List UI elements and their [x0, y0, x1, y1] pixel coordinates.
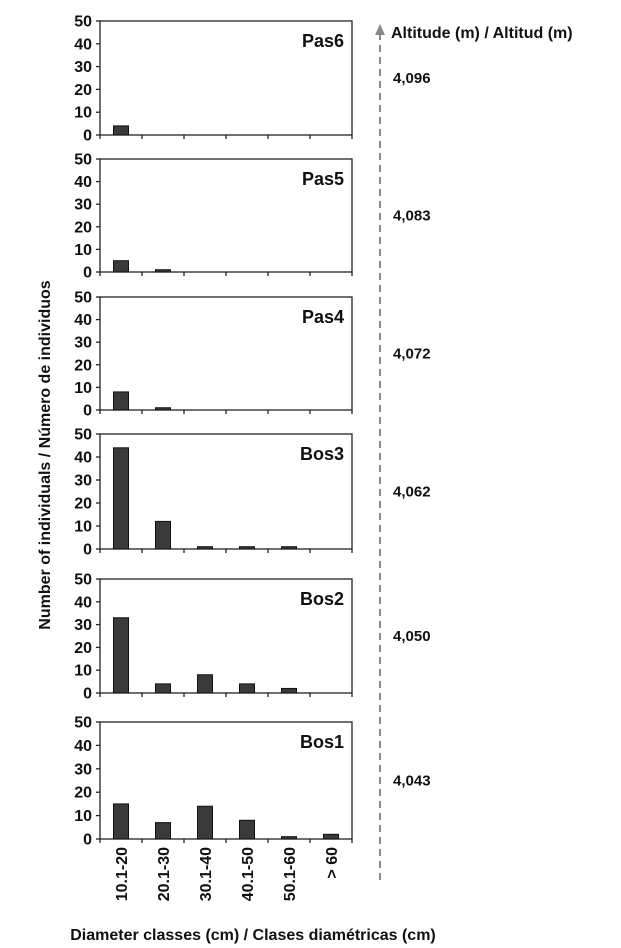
y-tick-label: 40 — [74, 312, 92, 329]
y-tick-label: 20 — [74, 219, 92, 236]
y-tick-label: 10 — [74, 380, 92, 397]
panel-title: Pas5 — [302, 169, 344, 189]
bar — [155, 407, 171, 411]
bar — [113, 447, 129, 550]
altitude-value: 4,096 — [393, 70, 431, 87]
y-tick-label: 0 — [83, 265, 92, 282]
x-tick-label: 50.1-60 — [282, 847, 299, 901]
y-tick-label: 20 — [74, 785, 92, 802]
y-tick-label: 20 — [74, 496, 92, 513]
y-tick-label: 50 — [74, 290, 92, 307]
y-tick-label: 10 — [74, 105, 92, 122]
panel-pas5: 0 10 20 30 40 50 Pas5 4,083 — [74, 152, 430, 282]
altitude-value: 4,043 — [393, 773, 431, 790]
y-tick-label: 30 — [74, 761, 92, 778]
y-tick-label: 10 — [74, 663, 92, 680]
y-tick-label: 20 — [74, 640, 92, 657]
panel-title: Bos3 — [300, 444, 344, 464]
bar — [155, 822, 171, 840]
y-tick-label: 50 — [74, 152, 92, 169]
y-tick-label: 50 — [74, 14, 92, 31]
bar — [113, 803, 129, 840]
panel-bos1: 0 10 20 30 40 50 Bos1 4,043 — [74, 715, 430, 849]
bar — [197, 805, 213, 840]
y-axis-label: Number of individuals / Número de indivi… — [37, 280, 54, 629]
y-tick-label: 10 — [74, 242, 92, 259]
panel-bos3: 0 10 20 30 40 50 Bos3 4,062 — [74, 427, 430, 559]
bar — [155, 683, 171, 694]
bar — [113, 260, 129, 273]
panel-title: Pas6 — [302, 31, 344, 51]
y-tick-label: 10 — [74, 808, 92, 825]
bar — [113, 391, 129, 411]
y-tick-label: 30 — [74, 197, 92, 214]
y-tick-label: 30 — [74, 59, 92, 76]
y-tick-label: 20 — [74, 357, 92, 374]
panel-title: Bos1 — [300, 732, 344, 752]
bar — [197, 674, 213, 694]
y-tick-label: 30 — [74, 473, 92, 490]
altitude-value: 4,050 — [393, 628, 431, 645]
y-tick-label: 50 — [74, 715, 92, 732]
y-tick-label: 0 — [83, 686, 92, 703]
panel-title: Pas4 — [302, 307, 344, 327]
y-tick-label: 50 — [74, 427, 92, 444]
y-tick-label: 30 — [74, 335, 92, 352]
bar — [281, 687, 297, 694]
y-tick-label: 40 — [74, 36, 92, 53]
bar — [239, 546, 255, 550]
bar — [113, 125, 129, 136]
y-tick-label: 40 — [74, 738, 92, 755]
panel-pas4: 0 10 20 30 40 50 Pas4 4,072 — [74, 290, 430, 420]
y-tick-label: 40 — [74, 174, 92, 191]
x-tick-label: 30.1-40 — [198, 847, 215, 901]
x-tick-label: 40.1-50 — [240, 847, 257, 901]
bar — [323, 833, 339, 840]
x-tick-label: 10.1-20 — [114, 847, 131, 901]
panel-bos2: 0 10 20 30 40 50 Bos2 4,050 — [74, 572, 430, 703]
y-tick-label: 40 — [74, 594, 92, 611]
bar — [281, 836, 297, 840]
y-tick-label: 0 — [83, 542, 92, 559]
bar — [239, 819, 255, 840]
altitude-axis: Altitude (m) / Altitud (m) — [375, 24, 573, 880]
altitude-axis-title: Altitude (m) / Altitud (m) — [391, 25, 573, 42]
panel-pas6: 0 10 20 30 40 50 Pas6 4,096 — [74, 14, 430, 145]
altitude-value: 4,072 — [393, 346, 431, 363]
y-tick-label: 50 — [74, 572, 92, 589]
altitude-value: 4,083 — [393, 208, 431, 225]
bar — [155, 520, 171, 550]
y-tick-label: 20 — [74, 82, 92, 99]
panels: 0 10 20 30 40 50 Pas6 4,096 0 10 20 30 40 50 Pas5 4,083… — [74, 14, 430, 849]
x-axis-label: Diameter classes (cm) / Clases diamétric… — [70, 927, 436, 944]
altitude-value: 4,062 — [393, 484, 431, 501]
bar — [155, 269, 171, 273]
y-tick-label: 10 — [74, 519, 92, 536]
y-tick-label: 40 — [74, 450, 92, 467]
bar — [197, 546, 213, 550]
x-tick-label: > 60 — [324, 847, 341, 879]
bar — [113, 617, 129, 694]
bar — [239, 683, 255, 694]
altitude-arrow-icon — [375, 24, 385, 35]
y-tick-label: 30 — [74, 617, 92, 634]
bar — [281, 546, 297, 550]
x-tick-labels: 10.1-20 20.1-30 30.1-40 40.1-50 50.1-60 > 60 — [114, 847, 341, 901]
y-tick-label: 0 — [83, 832, 92, 849]
y-tick-label: 0 — [83, 128, 92, 145]
y-tick-label: 0 — [83, 403, 92, 420]
x-tick-label: 20.1-30 — [156, 847, 173, 901]
panel-title: Bos2 — [300, 589, 344, 609]
